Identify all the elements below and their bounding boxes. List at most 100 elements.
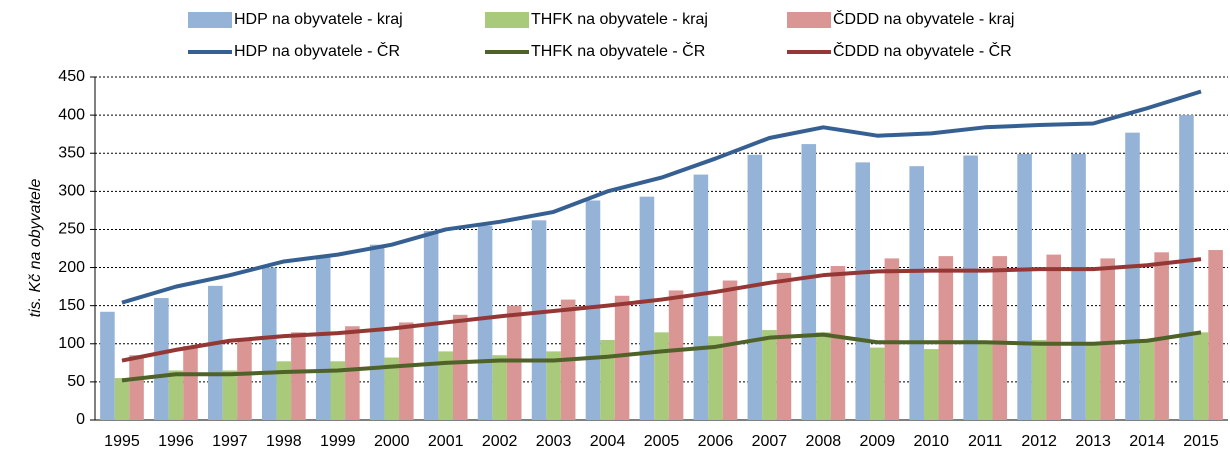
- x-tick-label: 2005: [644, 433, 680, 450]
- legend-swatch: [485, 12, 529, 28]
- x-tick-label: 1999: [320, 433, 356, 450]
- bar: [1208, 250, 1223, 420]
- bar: [884, 258, 900, 420]
- x-tick-label: 2014: [1129, 433, 1165, 450]
- y-tick-label: 150: [58, 297, 85, 314]
- bar: [1139, 339, 1155, 420]
- bar: [923, 349, 939, 420]
- bar: [237, 339, 252, 420]
- x-tick-label: 2012: [1021, 433, 1057, 450]
- bar: [654, 332, 669, 420]
- bar: [1100, 258, 1115, 420]
- y-tick-label: 100: [58, 335, 85, 352]
- bar: [531, 220, 547, 420]
- legend-swatch: [787, 12, 831, 28]
- bar: [369, 244, 385, 420]
- y-tick-label: 0: [76, 411, 85, 428]
- y-tick-label: 300: [58, 183, 85, 200]
- bar: [1046, 254, 1062, 420]
- bar: [438, 351, 453, 420]
- bar: [168, 370, 184, 420]
- x-tick-label: 2002: [482, 433, 518, 450]
- bar: [708, 336, 723, 420]
- bar: [1179, 115, 1194, 420]
- bar: [1193, 332, 1209, 420]
- bar: [100, 311, 115, 420]
- bar: [129, 355, 144, 420]
- bar: [506, 305, 522, 420]
- x-tick-label: 2008: [806, 433, 842, 450]
- bar: [183, 346, 198, 420]
- bar: [639, 196, 655, 420]
- x-tick-label: 1998: [266, 433, 302, 450]
- bar: [909, 166, 924, 420]
- bar: [315, 257, 331, 420]
- bar: [977, 341, 993, 420]
- bar: [291, 332, 306, 420]
- bar: [693, 174, 709, 420]
- bar: [963, 155, 978, 420]
- bar: [1017, 153, 1032, 421]
- legend-label: HDP na obyvatele - ČR: [234, 41, 400, 60]
- bar: [747, 154, 763, 420]
- bar: [330, 361, 346, 420]
- bar: [776, 272, 792, 420]
- bar: [992, 256, 1008, 420]
- legend-label: THFK na obyvatele - kraj: [531, 11, 708, 28]
- x-tick-label: 2011: [968, 433, 1003, 450]
- x-tick-label: 2004: [590, 433, 626, 450]
- bar: [870, 347, 885, 420]
- y-tick-label: 450: [58, 68, 85, 85]
- x-tick-label: 2009: [860, 433, 896, 450]
- line: [121, 330, 1202, 383]
- y-tick-label: 200: [58, 259, 85, 276]
- legend-label: ČDDD na obyvatele - kraj: [833, 9, 1014, 28]
- x-tick-label: 1996: [158, 433, 194, 450]
- line: [121, 89, 1202, 305]
- x-tick-label: 2010: [913, 433, 949, 450]
- y-tick-label: 50: [67, 373, 85, 390]
- bar: [384, 357, 400, 420]
- bar: [722, 280, 738, 420]
- bar: [1031, 339, 1047, 420]
- x-tick-label: 2013: [1075, 433, 1111, 450]
- bar: [208, 285, 223, 420]
- bar: [855, 162, 871, 420]
- legend-label: HDP na obyvatele - kraj: [234, 11, 403, 28]
- x-tick-label: 2006: [698, 433, 734, 450]
- bar: [114, 378, 130, 420]
- y-axis-label: tis. Kč na obyvatele: [27, 179, 44, 318]
- bar: [938, 256, 954, 420]
- x-tick-label: 2015: [1183, 433, 1219, 450]
- bar: [452, 314, 468, 420]
- x-tick-label: 1995: [104, 433, 140, 450]
- bar: [830, 266, 846, 420]
- legend-label: THFK na obyvatele - ČR: [531, 41, 705, 60]
- bar: [546, 351, 561, 420]
- bar: [668, 290, 684, 420]
- bar: [477, 225, 493, 420]
- legend-label: ČDDD na obyvatele - ČR: [833, 41, 1012, 60]
- y-tick-label: 250: [58, 221, 85, 238]
- x-tick-label: 2007: [752, 433, 788, 450]
- bar: [801, 144, 817, 420]
- x-tick-label: 1997: [212, 433, 248, 450]
- x-tick-label: 2003: [536, 433, 572, 450]
- bar: [585, 200, 601, 420]
- bar: [276, 361, 292, 420]
- bar: [1071, 153, 1086, 421]
- bar: [261, 267, 277, 420]
- y-tick-label: 350: [58, 144, 85, 161]
- bar: [614, 295, 630, 420]
- bar: [762, 330, 777, 420]
- bar: [492, 355, 507, 420]
- bar: [1085, 343, 1101, 420]
- bar: [1154, 252, 1169, 420]
- bar: [399, 322, 414, 420]
- bar: [1125, 132, 1140, 421]
- y-tick-label: 400: [58, 106, 85, 123]
- bar: [816, 332, 831, 420]
- bar: [345, 326, 360, 420]
- line: [121, 257, 1202, 363]
